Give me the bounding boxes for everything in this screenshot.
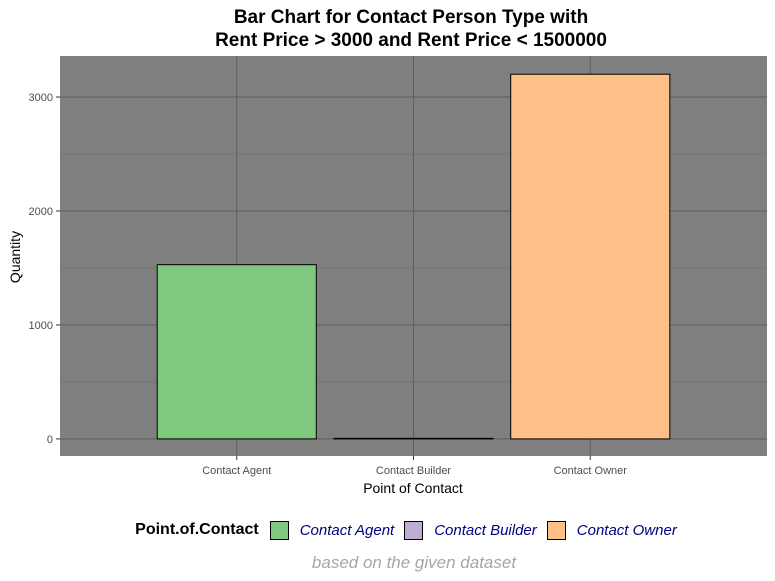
chart-title-line-1: Bar Chart for Contact Person Type with [233,7,589,28]
legend-item-owner: Contact Owner [546,520,677,540]
x-tick-label: Contact Builder [376,465,452,477]
bar-contact-owner [510,73,671,440]
legend-key-builder [404,520,424,540]
legend-label-owner: Contact Owner [576,521,677,539]
x-axis: Contact Agent Contact Builder Contact Owne… [202,456,627,477]
y-tick-label: 2000 [29,206,53,218]
x-tick-label: Contact Agent [202,465,271,477]
chart-title: Bar Chart for Contact Person Type with R… [0,6,775,52]
x-tick-label: Contact Owner [554,465,628,477]
y-axis: 0 1000 2000 3000 [29,92,60,446]
legend-label-builder: Contact Builder [434,521,537,539]
legend-label-agent: Contact Agent [299,521,395,539]
y-axis-label: Quantity [7,231,23,283]
legend-key-agent [269,520,289,540]
legend: Point.of.Contact Contact Agent Contact B… [0,516,775,544]
legend-item-agent: Contact Agent [269,520,395,540]
bars [156,73,671,440]
chart-caption: based on the given dataset [311,553,517,572]
x-axis-label: Point of Contact [363,480,463,496]
bar-contact-agent [156,264,317,440]
y-tick-label: 0 [47,434,53,446]
chart-title-line-2: Rent Price > 3000 and Rent Price < 15000… [215,30,607,51]
y-tick-label: 3000 [29,92,53,104]
legend-item-builder: Contact Builder [404,520,537,540]
bar-contact-builder [333,437,494,440]
legend-key-owner [546,520,566,540]
legend-title: Point.of.Contact [135,521,259,538]
y-tick-label: 1000 [29,320,53,332]
